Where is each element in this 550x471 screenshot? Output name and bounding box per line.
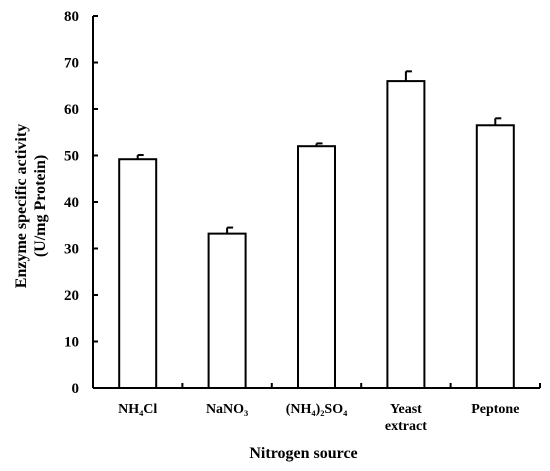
y-tick-label: 10 [64,335,79,351]
y-tick-label: 40 [64,195,79,211]
x-tick-label: NaNO₃ [206,402,248,417]
y-tick-label: 80 [64,9,79,25]
x-tick-label: (NH₄)₂SO₄ [286,402,348,417]
y-tick-label: 70 [64,56,79,72]
bar [207,232,247,389]
bar [475,124,515,390]
x-tick-label: Yeast [390,402,422,417]
axes [92,15,541,389]
bar [297,145,336,389]
y-tick-label: 30 [64,242,79,258]
y-tick-label: 0 [72,381,80,397]
y-tick-label: 60 [64,102,79,118]
y-axis-title: (U/mg Protein) [32,155,49,257]
labels: 0 10 20 30 40 50 60 70 80 NH₄Cl NaNO₃ (NH₄)₂SO₄ Yeas… [13,9,519,462]
x-tick-label: NH₄Cl [118,402,157,417]
bars [118,70,515,390]
y-axis-title: Enzyme specific activity [13,124,30,288]
bar [118,158,158,389]
x-axis-title: Nitrogen source [249,445,357,462]
y-tick-label: 50 [64,149,79,165]
x-tick-label: extract [385,419,427,434]
bar [386,80,426,389]
x-tick-label: Peptone [471,402,519,417]
y-tick-label: 20 [64,288,79,304]
